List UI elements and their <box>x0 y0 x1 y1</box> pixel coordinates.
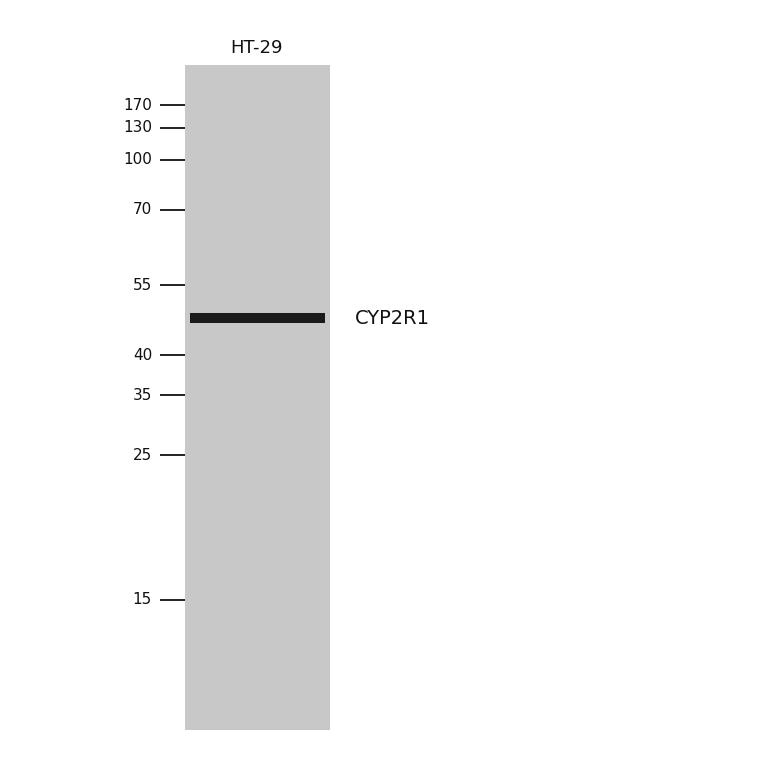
Text: 100: 100 <box>123 153 152 167</box>
Text: 70: 70 <box>133 202 152 218</box>
Text: HT-29: HT-29 <box>231 39 283 57</box>
Text: CYP2R1: CYP2R1 <box>355 309 430 328</box>
Text: 40: 40 <box>133 348 152 362</box>
Bar <box>190 313 325 323</box>
Text: 130: 130 <box>123 121 152 135</box>
Text: 170: 170 <box>123 98 152 112</box>
Text: 25: 25 <box>133 448 152 462</box>
Text: 35: 35 <box>133 387 152 403</box>
Text: 55: 55 <box>133 277 152 293</box>
Bar <box>185 65 330 730</box>
Text: 15: 15 <box>133 593 152 607</box>
